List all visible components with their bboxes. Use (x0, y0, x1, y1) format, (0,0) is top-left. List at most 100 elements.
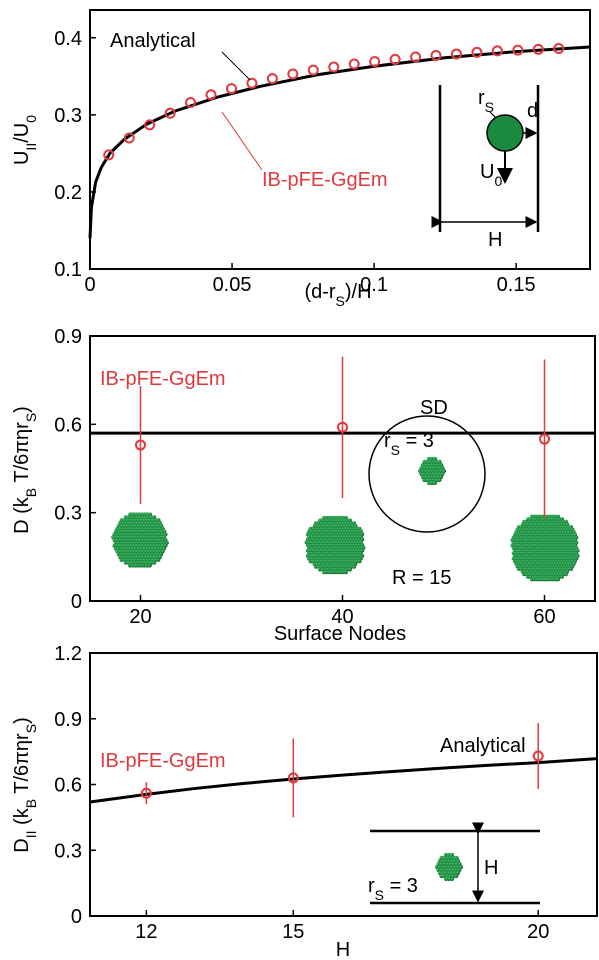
y-axis-label-part: ) (11, 717, 33, 724)
y-axis-label: DII (kB T/6πηrS) (11, 717, 39, 853)
x-axis-label-part: Surface Nodes (274, 623, 406, 645)
nanoparticle-bead (330, 570, 335, 575)
nanoparticle-bead (561, 572, 566, 577)
label-leader (221, 51, 251, 81)
nanoparticle-bead (455, 870, 461, 876)
y-axis-label-part: B (23, 488, 39, 497)
x-axis-label: (d-rS)/H (304, 281, 371, 309)
x-axis-label: Surface Nodes (274, 623, 406, 645)
y-axis-label-part: II (23, 831, 39, 839)
x-tick-label: 40 (331, 606, 353, 628)
nanoparticle-bead (341, 570, 346, 575)
series-label: IB-pFE-GgEm (100, 750, 226, 772)
annotation: H (488, 229, 502, 251)
nanoparticle-bead (543, 577, 547, 582)
y-axis-label-part: B (23, 799, 39, 808)
nanoparticle-bead (343, 570, 348, 575)
nanoparticle-bead (443, 876, 449, 882)
data-point (246, 77, 258, 89)
data-point (491, 45, 503, 57)
nanoparticle-bead (322, 570, 327, 575)
nanoparticle-bead (426, 480, 432, 486)
nanoparticle-bead (566, 567, 571, 571)
analytical-curve (88, 45, 591, 239)
x-tick-label: 0 (84, 274, 95, 296)
nanoparticle-bead (516, 567, 521, 571)
nanoparticle-bead (335, 570, 340, 575)
y-axis-label-part: D (k (11, 496, 33, 534)
y-axis-label-part: S (23, 724, 39, 733)
nanoparticle-bead (537, 577, 542, 582)
annotation-part: H (488, 229, 502, 251)
data-point (287, 772, 299, 784)
nanoparticle-bead (550, 577, 555, 582)
data-point (144, 119, 156, 131)
annotation-part: = 3 (384, 875, 418, 897)
y-tick-label: 0.9 (54, 326, 82, 348)
annotation: R = 15 (392, 567, 451, 589)
y-tick-label: 0.3 (54, 503, 82, 525)
y-axis-label-part: T/6πηr (11, 422, 33, 488)
data-point (532, 750, 544, 762)
data-point (539, 433, 550, 445)
annotation: d (527, 100, 538, 122)
nanoparticle-bead (540, 577, 545, 582)
annotation: H (484, 857, 498, 879)
annotation-part: U (480, 161, 494, 183)
nanoparticle-bead (535, 577, 540, 582)
y-tick-label: 0.2 (54, 182, 82, 204)
nanoparticle-bead (360, 548, 365, 553)
annotation-part: R = 15 (392, 567, 451, 589)
y-tick-label: 1.2 (54, 643, 82, 665)
annotation: rS (478, 87, 494, 115)
plot-frame (89, 9, 591, 270)
data-point (450, 48, 462, 60)
y-axis-label-part: ) (11, 406, 33, 413)
x-axis-label: H (336, 939, 350, 960)
y-tick-label: 0.1 (54, 259, 82, 281)
nanoparticle-bead (357, 559, 362, 564)
nanoparticle-bead (160, 549, 165, 554)
y-axis-label-part: (k (11, 807, 33, 830)
nanoparticle-bead (569, 567, 574, 571)
nanoparticle-bead (429, 480, 435, 486)
data-point (389, 53, 401, 65)
y-tick-label: 0.6 (54, 775, 82, 797)
data-point (205, 89, 217, 101)
nanoparticle-bead (571, 561, 576, 566)
x-tick-label: 12 (135, 921, 157, 943)
nanoparticle-bead (352, 564, 357, 569)
y-tick-label: 0 (71, 906, 82, 928)
x-tick-label: 20 (527, 921, 549, 943)
x-axis-label-part: )/H (345, 281, 372, 303)
nanoparticle-bead (152, 560, 157, 565)
x-tick-label: 20 (129, 606, 151, 628)
nanoparticle-bead (564, 572, 568, 577)
data-point (430, 49, 442, 61)
data-point (140, 787, 152, 799)
nanoparticle-bead (313, 564, 318, 569)
data-point (512, 44, 524, 56)
nanoparticle-bead (333, 570, 337, 575)
y-axis-label-part: S (23, 413, 39, 422)
annotation: rS = 3 (384, 430, 434, 458)
annotation-part: d (527, 100, 538, 122)
data-point (103, 149, 115, 161)
data-point (287, 68, 299, 80)
data-point (471, 46, 483, 58)
nanoparticle-bead (123, 560, 128, 565)
y-axis-label-part: 0 (23, 115, 39, 123)
nanoparticle-bead (548, 577, 553, 582)
data-point (553, 43, 565, 55)
plot-frame (89, 335, 596, 602)
nanoparticle-bead (446, 876, 452, 882)
annotation: rS = 3 (368, 875, 418, 903)
nanoparticle-bead (574, 556, 579, 561)
x-tick-label: 15 (282, 921, 304, 943)
annotation-part: r (478, 87, 485, 109)
y-axis-label: UII/U0 (11, 115, 39, 165)
annotation-part: S (375, 887, 384, 903)
y-tick-label: 0 (71, 591, 82, 613)
